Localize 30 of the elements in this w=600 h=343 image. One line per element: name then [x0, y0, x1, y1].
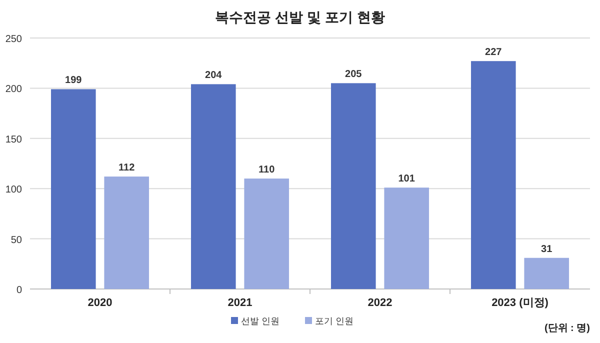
y-tick-label: 50: [10, 234, 22, 246]
bar: [51, 89, 96, 289]
y-tick-label: 150: [5, 134, 22, 146]
y-tick-label: 200: [5, 84, 22, 96]
y-tick-label: 0: [16, 285, 22, 296]
bar: [524, 258, 569, 289]
bar: [104, 176, 149, 289]
x-tick-label: 2021: [228, 297, 252, 309]
data-label: 112: [118, 162, 136, 174]
bar: [244, 178, 289, 289]
data-label: 199: [65, 75, 82, 86]
bar: [384, 188, 429, 289]
data-label: 205: [345, 69, 362, 80]
bar: [191, 84, 236, 289]
data-label: 110: [258, 164, 276, 176]
y-tick-label: 100: [5, 184, 22, 196]
data-label: 31: [541, 244, 553, 255]
chart-title: 복수전공 선발 및 포기 현황: [215, 9, 385, 25]
x-tick-label: 2020: [88, 297, 112, 309]
text: (단위 : 명): [544, 323, 590, 334]
bar: [471, 61, 516, 289]
legend-label: 포기 인원: [315, 316, 354, 326]
data-label: 227: [485, 47, 502, 58]
x-tick-label: 2022: [368, 297, 392, 309]
data-label: 101: [398, 174, 416, 185]
bar: [331, 83, 376, 289]
y-tick-label: 250: [5, 34, 22, 45]
x-tick-label: 2023 (미정): [492, 297, 549, 309]
data-label: 204: [205, 70, 222, 82]
legend-label: 선발 인원: [241, 316, 280, 326]
